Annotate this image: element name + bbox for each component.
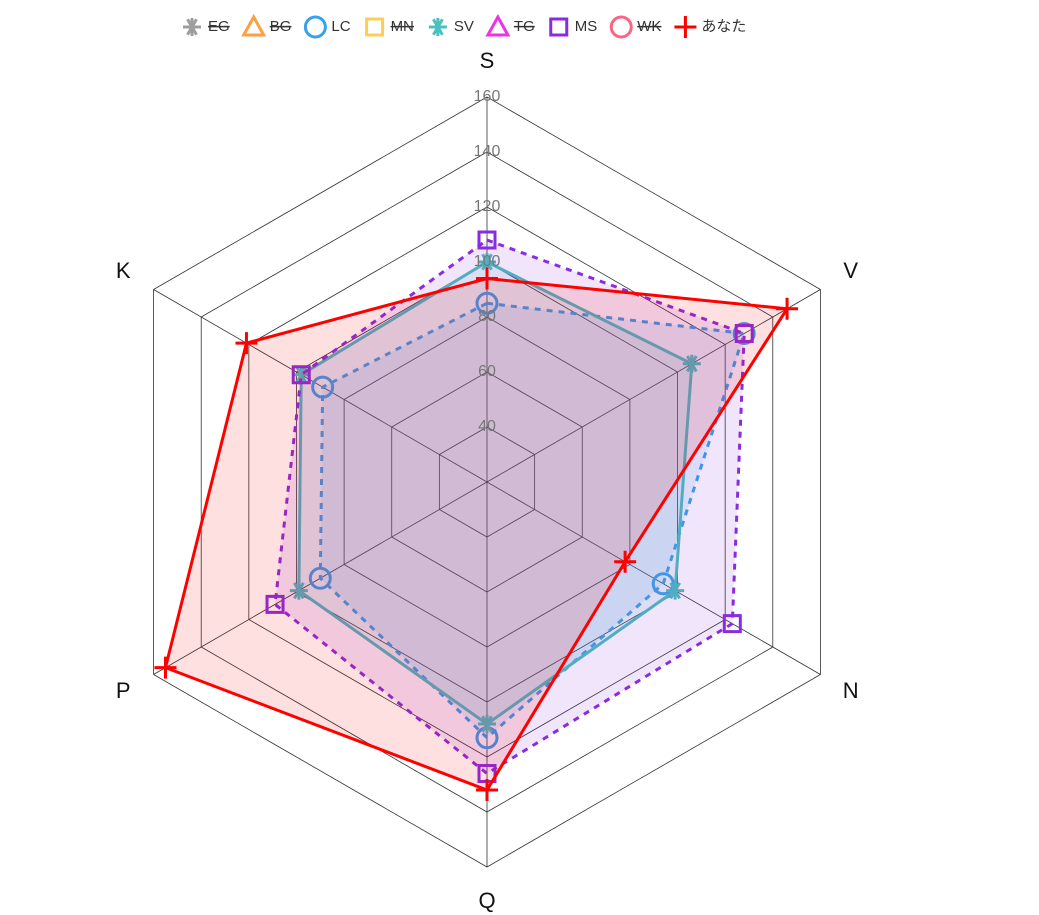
axis-label: K bbox=[116, 258, 131, 283]
legend-label: WK bbox=[637, 18, 661, 35]
marker-shape bbox=[365, 17, 385, 37]
data-point bbox=[308, 566, 332, 590]
marker-shape bbox=[265, 594, 285, 614]
data-point bbox=[776, 297, 799, 320]
marker-shape bbox=[732, 322, 756, 345]
legend-label: あなた bbox=[701, 18, 746, 35]
tick-label: 140 bbox=[474, 143, 501, 160]
axis-label: P bbox=[116, 678, 131, 703]
marker-shape bbox=[651, 572, 675, 596]
data-point bbox=[734, 324, 754, 343]
spoke bbox=[153, 289, 488, 483]
series-area bbox=[273, 238, 746, 776]
marker-shape bbox=[722, 614, 742, 634]
data-point bbox=[265, 594, 285, 614]
tick-label: 60 bbox=[478, 363, 496, 380]
data-point bbox=[291, 365, 311, 385]
tick-label: 80 bbox=[478, 308, 496, 325]
legend-item[interactable]: WK bbox=[609, 15, 661, 39]
data-point bbox=[682, 354, 701, 373]
data-point bbox=[311, 375, 335, 399]
marker-shape bbox=[311, 375, 335, 399]
legend-item[interactable]: TG bbox=[485, 13, 535, 37]
legend-label: EG bbox=[208, 18, 230, 35]
legend-marker bbox=[241, 13, 267, 37]
data-point bbox=[477, 230, 497, 250]
legend-item[interactable]: LC bbox=[303, 15, 351, 39]
marker-shape bbox=[291, 365, 311, 385]
legend-marker bbox=[674, 16, 697, 38]
tick-label: 40 bbox=[478, 418, 496, 435]
tick-label: 100 bbox=[474, 253, 501, 270]
marker-shape bbox=[303, 15, 327, 39]
legend-label: LC bbox=[331, 18, 350, 35]
spoke bbox=[486, 289, 821, 483]
data-point bbox=[478, 715, 496, 733]
marker-shape bbox=[609, 15, 633, 39]
legend-marker bbox=[365, 17, 385, 37]
marker-shape bbox=[485, 13, 511, 37]
data-point bbox=[722, 614, 742, 634]
marker-shape bbox=[241, 13, 267, 37]
legend-marker bbox=[303, 15, 327, 39]
tick-label: 120 bbox=[474, 198, 501, 215]
legend-marker bbox=[609, 15, 633, 39]
marker-shape bbox=[549, 17, 569, 37]
data-point bbox=[289, 581, 308, 600]
data-point bbox=[476, 267, 498, 290]
data-point bbox=[235, 332, 258, 355]
axis-label: N bbox=[843, 678, 859, 703]
marker-shape bbox=[477, 230, 497, 250]
data-point bbox=[651, 572, 675, 596]
legend-label: TG bbox=[514, 18, 535, 35]
legend-marker bbox=[485, 13, 511, 37]
legend-item[interactable]: MS bbox=[549, 17, 598, 37]
series-area bbox=[318, 301, 747, 740]
axis-label: S bbox=[480, 48, 495, 73]
legend-marker bbox=[183, 18, 201, 36]
marker-shape bbox=[475, 291, 499, 315]
legend-marker bbox=[428, 18, 447, 36]
legend-label: MN bbox=[391, 18, 414, 35]
legend-item[interactable]: EG bbox=[183, 18, 230, 36]
tick-label: 160 bbox=[474, 88, 501, 105]
data-point bbox=[476, 779, 498, 801]
marker-shape bbox=[734, 324, 754, 343]
marker-shape bbox=[308, 566, 332, 590]
axis-label: Q bbox=[478, 888, 495, 913]
legend-item[interactable]: MN bbox=[365, 17, 414, 37]
legend-label: MS bbox=[575, 18, 598, 35]
data-point bbox=[475, 291, 499, 315]
data-point bbox=[666, 581, 685, 600]
data-point bbox=[154, 656, 177, 679]
data-point bbox=[732, 322, 756, 345]
legend-item[interactable]: あなた bbox=[674, 16, 746, 38]
axis-label: V bbox=[843, 258, 858, 283]
legend-label: BG bbox=[270, 18, 292, 35]
legend-item[interactable]: BG bbox=[241, 13, 292, 37]
legend-label: SV bbox=[454, 18, 474, 35]
data-point bbox=[614, 550, 637, 573]
legend-item[interactable]: SV bbox=[428, 18, 474, 36]
legend-marker bbox=[549, 17, 569, 37]
